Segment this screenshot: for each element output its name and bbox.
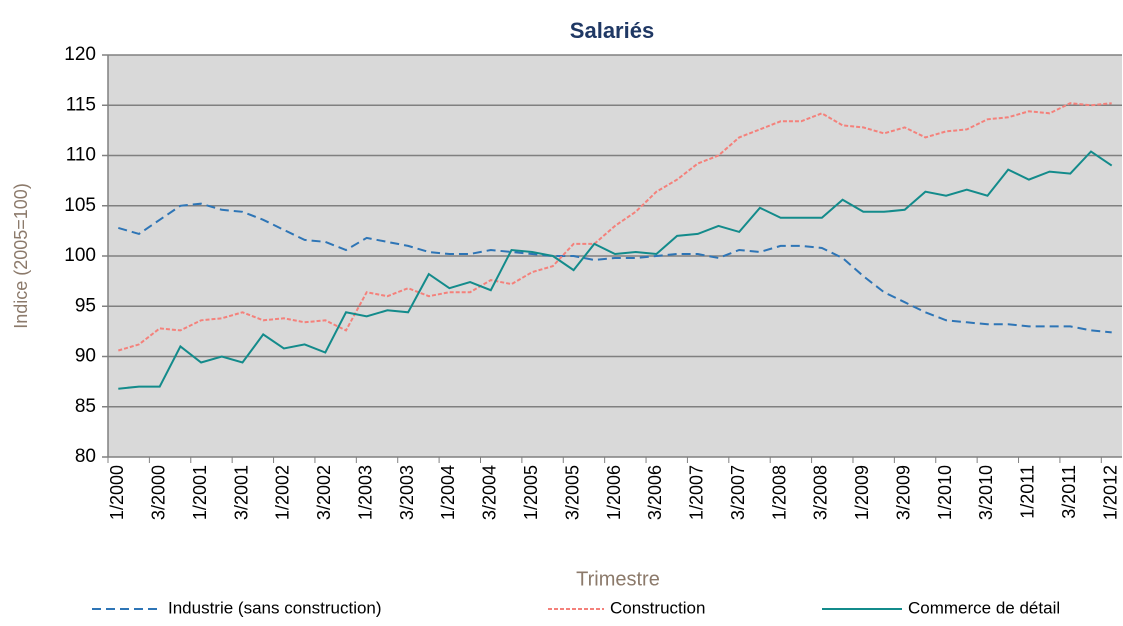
y-tick-label: 90 bbox=[75, 346, 96, 367]
series-line bbox=[118, 150, 1113, 390]
x-tick-label: 3/2004 bbox=[480, 465, 500, 520]
y-tick-label: 95 bbox=[75, 295, 96, 316]
y-tick-label: 110 bbox=[66, 145, 96, 166]
x-tick-label: 1/2006 bbox=[604, 465, 624, 520]
y-tick-label: 120 bbox=[64, 44, 96, 65]
x-tick-label: 1/2004 bbox=[438, 465, 458, 520]
x-tick-label: 1/2008 bbox=[769, 465, 789, 520]
y-tick-label: 105 bbox=[64, 195, 96, 216]
x-tick-label: 3/2003 bbox=[397, 465, 417, 520]
x-tick-label: 1/2011 bbox=[1018, 465, 1038, 519]
x-tick-label: 1/2003 bbox=[355, 465, 375, 520]
y-tick-label: 115 bbox=[66, 94, 96, 115]
x-tick-label: 1/2009 bbox=[852, 465, 872, 520]
y-tick-label: 100 bbox=[64, 245, 96, 266]
series-line bbox=[118, 202, 1112, 334]
x-tick-label: 3/2011 bbox=[1059, 465, 1079, 519]
y-tick-label: 85 bbox=[75, 396, 96, 417]
x-tick-label: 3/2005 bbox=[562, 465, 582, 520]
x-tick-label: 3/2001 bbox=[231, 465, 251, 520]
x-tick-label: 3/2002 bbox=[314, 465, 334, 520]
x-tick-label: 3/2006 bbox=[645, 465, 665, 520]
x-tick-label: 1/2001 bbox=[190, 465, 210, 520]
legend-label: Construction bbox=[610, 598, 705, 617]
x-tick-label: 1/2007 bbox=[687, 465, 707, 520]
x-tick-label: 1/2000 bbox=[107, 465, 127, 520]
x-tick-label: 1/2012 bbox=[1100, 465, 1120, 520]
x-tick-label: 1/2005 bbox=[521, 465, 541, 520]
x-tick-label: 3/2000 bbox=[148, 465, 168, 520]
x-tick-label: 3/2008 bbox=[811, 465, 831, 520]
x-tick-label: 3/2007 bbox=[728, 465, 748, 520]
x-tick-label: 1/2010 bbox=[935, 465, 955, 520]
legend-label: Industrie (sans construction) bbox=[168, 598, 382, 617]
series-line bbox=[118, 102, 1112, 352]
y-axis-title: Indice (2005=100) bbox=[11, 183, 31, 329]
legend-label: Commerce de détail bbox=[908, 598, 1060, 617]
y-tick-label: 80 bbox=[75, 446, 96, 467]
x-tick-label: 1/2002 bbox=[273, 465, 293, 520]
x-tick-label: 3/2010 bbox=[976, 465, 996, 520]
x-tick-label: 3/2009 bbox=[893, 465, 913, 520]
x-axis-title: Trimestre bbox=[576, 568, 660, 590]
chart-title: Salariés bbox=[570, 18, 654, 43]
